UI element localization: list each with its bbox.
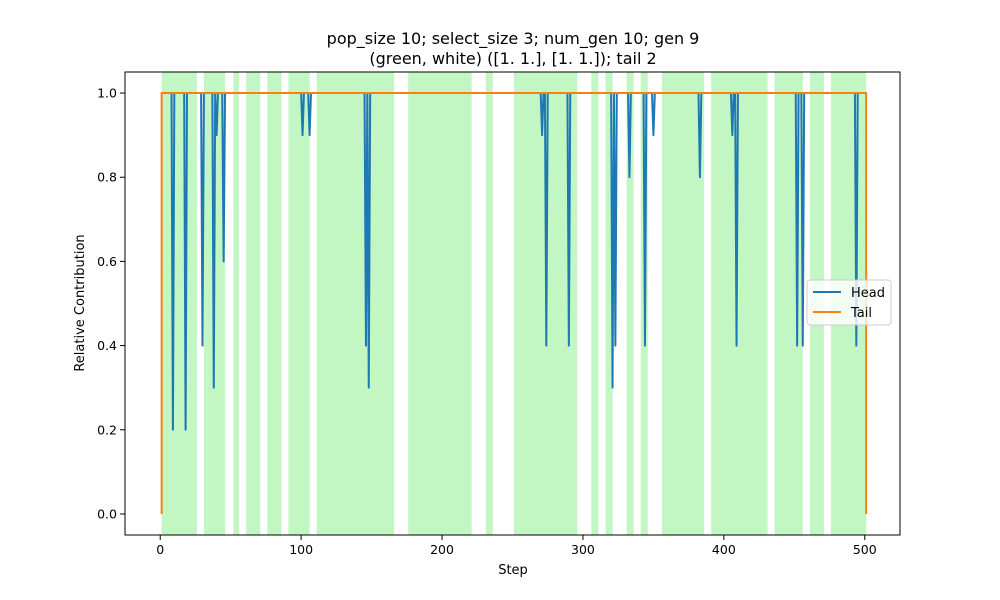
legend-label-tail: Tail: [850, 306, 872, 321]
x-tick-label-400: 400: [712, 542, 736, 557]
green-span-0: [161, 72, 197, 535]
green-span-15: [711, 72, 768, 535]
chart-title-line-2: (green, white) ([1. 1.], [1. 1.]); tail …: [369, 49, 656, 68]
x-tick-label-0: 0: [156, 542, 164, 557]
y-tick-label-0.8: 0.8: [97, 170, 117, 185]
legend: Head Tail: [806, 279, 892, 326]
y-tick-label-0.6: 0.6: [97, 254, 117, 269]
green-span-10: [591, 72, 599, 535]
chart-title-line-1: pop_size 10; select_size 3; num_gen 10; …: [327, 29, 700, 49]
x-tick-label-500: 500: [853, 542, 877, 557]
x-tick-label-300: 300: [571, 542, 595, 557]
plot-frame: [124, 71, 901, 536]
y-tick-label-0.2: 0.2: [97, 422, 117, 437]
green-span-7: [408, 72, 472, 535]
green-span-4: [267, 72, 282, 535]
green-span-11: [605, 72, 613, 535]
legend-label-head: Head: [851, 286, 885, 301]
y-axis-label: Relative Contribution: [73, 234, 88, 371]
y-tick-label-1.0: 1.0: [97, 86, 117, 101]
green-span-12: [626, 72, 634, 535]
green-span-14: [661, 72, 705, 535]
plot-area: 0 100 200 300 400 500 0.0 0.2 0.4 0.6 0.8 1.0: [97, 71, 901, 557]
green-span-3: [246, 72, 261, 535]
green-span-2: [233, 72, 240, 535]
x-axis-label: Step: [498, 563, 528, 578]
green-span-8: [485, 72, 493, 535]
green-span-5: [288, 72, 310, 535]
y-tick-label-0.0: 0.0: [97, 506, 117, 521]
green-span-6: [316, 72, 395, 535]
x-tick-label-100: 100: [289, 542, 313, 557]
y-tick-label-0.4: 0.4: [97, 338, 117, 353]
x-tick-label-200: 200: [430, 542, 454, 557]
